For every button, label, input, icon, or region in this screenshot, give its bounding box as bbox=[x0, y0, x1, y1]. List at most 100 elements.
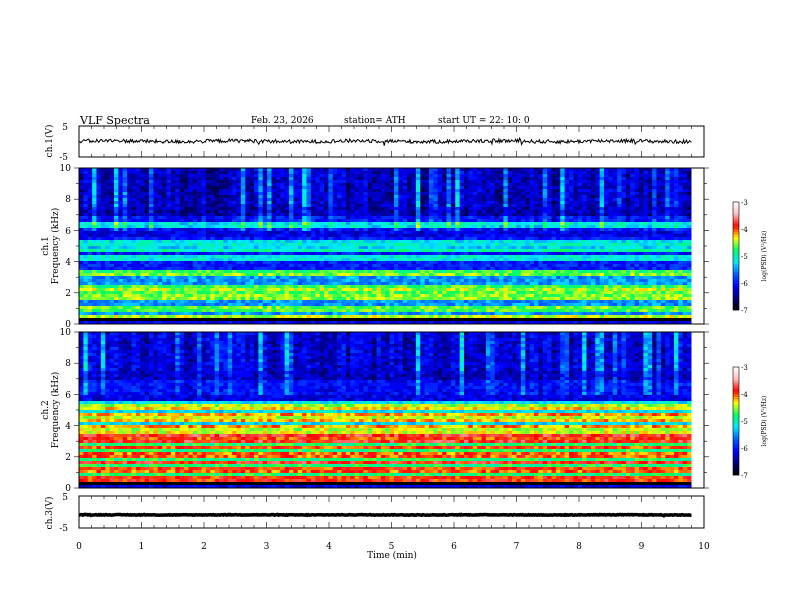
spectrogram-cell bbox=[144, 168, 150, 172]
spectrogram-cell bbox=[446, 237, 452, 241]
spectrogram-cell bbox=[354, 246, 360, 250]
spectrogram-cell bbox=[162, 195, 167, 199]
spectrogram-cell bbox=[612, 183, 618, 187]
spectrogram-cell bbox=[446, 228, 452, 232]
spectrogram-cell bbox=[542, 234, 548, 238]
spectrogram-cell bbox=[92, 225, 97, 229]
spectrogram-cell bbox=[275, 225, 281, 229]
spectrogram-cell bbox=[249, 192, 255, 196]
spectrogram-cell bbox=[512, 222, 517, 226]
spectrogram-cell bbox=[542, 231, 548, 235]
spectrogram-cell bbox=[634, 207, 640, 211]
spectrogram-cell bbox=[612, 198, 618, 202]
spectrogram-cell bbox=[516, 258, 522, 262]
spectrogram-cell bbox=[582, 180, 587, 184]
spectrogram-cell bbox=[135, 177, 141, 181]
spectrogram-cell bbox=[271, 180, 277, 184]
spectrogram-cell bbox=[306, 225, 312, 229]
spectrogram-cell bbox=[372, 216, 377, 220]
spectrogram-cell bbox=[240, 195, 246, 199]
spectrogram-cell bbox=[525, 168, 531, 172]
spectrogram-cell bbox=[577, 234, 583, 238]
spectrogram-cell bbox=[656, 210, 662, 214]
spectrogram-cell bbox=[293, 237, 299, 241]
spectrogram-cell bbox=[289, 183, 294, 187]
spectrogram-cell bbox=[612, 177, 618, 181]
spectrogram-cell bbox=[660, 240, 666, 244]
spectrogram-cell bbox=[407, 222, 412, 226]
spectrogram-cell bbox=[223, 261, 229, 265]
spectrogram-cell bbox=[227, 189, 233, 193]
spectrogram-cell bbox=[205, 219, 211, 223]
spectrogram-cell bbox=[411, 237, 417, 241]
spectrogram-cell bbox=[577, 195, 583, 199]
spectrogram-cell bbox=[258, 246, 264, 250]
spectrogram-cell bbox=[223, 252, 229, 256]
spectrogram-cell bbox=[166, 192, 172, 196]
spectrogram-cell bbox=[389, 204, 395, 208]
spectrogram-cell bbox=[555, 252, 561, 256]
spectrogram-cell bbox=[140, 207, 146, 211]
spectrogram-cell bbox=[223, 222, 229, 226]
spectrogram-cell bbox=[398, 183, 404, 187]
spectrogram-cell bbox=[639, 261, 644, 265]
spectrogram-cell bbox=[245, 180, 251, 184]
spectrogram-cell bbox=[376, 243, 382, 247]
spectrogram-cell bbox=[590, 201, 596, 205]
spectrogram-cell bbox=[350, 222, 356, 226]
spectrogram-cell bbox=[512, 201, 517, 205]
spectrogram-cell bbox=[551, 231, 557, 235]
spectrogram-cell bbox=[450, 216, 456, 220]
spectrogram-cell bbox=[542, 267, 548, 271]
spectrogram-cell bbox=[319, 258, 325, 262]
spectrogram-cell bbox=[560, 198, 566, 202]
spectrogram-cell bbox=[577, 246, 583, 250]
spectrogram-cell bbox=[363, 186, 369, 190]
spectrogram-cell bbox=[332, 216, 338, 220]
spectrogram-cell bbox=[359, 219, 364, 223]
spectrogram-cell bbox=[595, 198, 601, 202]
spectrogram-cell bbox=[468, 222, 474, 226]
spectrogram-cell bbox=[433, 219, 439, 223]
spectrogram-cell bbox=[503, 246, 509, 250]
spectrogram-cell bbox=[534, 270, 539, 274]
spectrogram-cell bbox=[267, 207, 272, 211]
spectrogram-cell bbox=[201, 231, 207, 235]
spectrogram-cell bbox=[647, 174, 653, 178]
spectrogram-cell bbox=[674, 246, 679, 250]
spectrogram-cell bbox=[240, 264, 246, 268]
spectrogram-cell bbox=[254, 210, 259, 214]
spectrogram-cell bbox=[595, 183, 601, 187]
spectrogram-cell bbox=[345, 189, 351, 193]
spectrogram-cell bbox=[140, 261, 146, 265]
spectrogram-cell bbox=[442, 267, 447, 271]
spectrogram-cell bbox=[674, 210, 679, 214]
spectrogram-cell bbox=[481, 216, 487, 220]
spectrogram-cell bbox=[341, 204, 347, 208]
spectrogram-cell bbox=[647, 249, 653, 253]
spectrogram-cell bbox=[660, 201, 666, 205]
spectrogram-cell bbox=[245, 237, 251, 241]
spectrogram-cell bbox=[586, 270, 592, 274]
spectrogram-cell bbox=[162, 270, 167, 274]
spectrogram-cell bbox=[341, 192, 347, 196]
spectrogram-cell bbox=[450, 261, 456, 265]
spectrogram-cell bbox=[674, 180, 679, 184]
spectrogram-cell bbox=[512, 195, 517, 199]
spectrogram-cell bbox=[564, 207, 570, 211]
spectrogram-cell bbox=[442, 174, 447, 178]
spectrogram-cell bbox=[341, 198, 347, 202]
spectrogram-cell bbox=[503, 219, 509, 223]
spectrogram-cell bbox=[328, 168, 334, 172]
spectrogram-cell bbox=[599, 252, 605, 256]
spectrogram-cell bbox=[153, 210, 159, 214]
spectrogram-cell bbox=[166, 177, 172, 181]
spectrogram-cell bbox=[170, 252, 176, 256]
spectrogram-cell bbox=[240, 216, 246, 220]
spectrogram-cell bbox=[551, 264, 557, 268]
spectrogram-cell bbox=[118, 228, 124, 232]
spectrogram-cell bbox=[678, 258, 684, 262]
spectrogram-cell bbox=[319, 231, 325, 235]
spectrogram-cell bbox=[678, 204, 684, 208]
spectrogram-cell bbox=[297, 171, 303, 175]
